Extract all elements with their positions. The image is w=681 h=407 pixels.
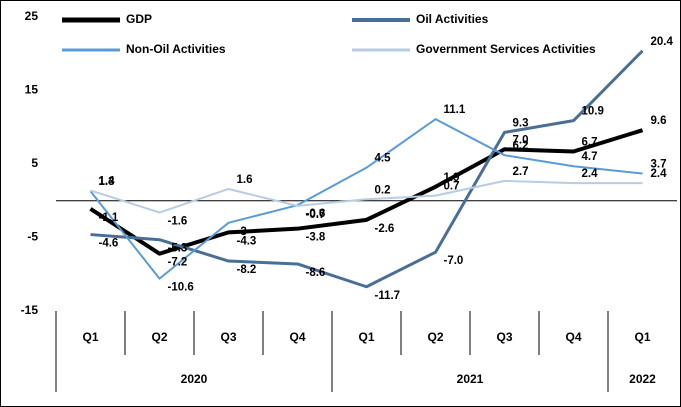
data-label: 2.7 [513, 166, 529, 178]
y-tick-label: -15 [21, 303, 39, 317]
y-tick-label: -5 [27, 230, 38, 244]
data-label: -11.7 [375, 290, 401, 302]
data-label: -3.8 [306, 232, 326, 244]
series-line [89, 118, 643, 280]
x-tick-label: Q1 [82, 330, 98, 344]
data-label: 6.7 [582, 137, 598, 149]
data-label: 3.7 [651, 159, 667, 171]
data-label: -5.3 [168, 243, 188, 255]
x-tick-label: Q1 [358, 330, 374, 344]
data-label: 20.4 [651, 36, 674, 48]
data-label: 9.6 [651, 115, 667, 127]
data-label: 9.3 [513, 117, 529, 129]
x-tick-label: Q3 [220, 330, 236, 344]
data-label: -10.6 [168, 282, 194, 294]
data-label: -2.6 [375, 223, 395, 235]
x-tick-label: Q2 [427, 330, 443, 344]
y-tick-label: 15 [25, 83, 39, 97]
data-label: 2.4 [651, 168, 668, 180]
group-label: 2020 [181, 372, 208, 386]
data-label: 6.2 [513, 140, 529, 152]
data-label: -4.6 [99, 238, 119, 250]
data-label: 4.7 [582, 151, 598, 163]
data-label: 10.9 [582, 106, 604, 118]
data-label: 2.4 [582, 168, 599, 180]
legend-label: Government Services Activities [416, 42, 596, 56]
series-line [89, 128, 644, 256]
data-label: 1.6 [237, 174, 253, 186]
series-line [90, 179, 643, 214]
series-line [90, 49, 644, 289]
legend-label: Oil Activities [416, 12, 489, 26]
group-label: 2021 [457, 372, 484, 386]
y-tick-label: 5 [31, 156, 38, 170]
legend-label: Non-Oil Activities [126, 42, 226, 56]
data-label: 0.2 [375, 184, 391, 196]
data-label: 4.5 [375, 153, 392, 165]
data-label: 7.0 [513, 134, 529, 146]
data-label: 1.9 [444, 172, 460, 184]
data-label: 0.7 [444, 181, 460, 193]
x-tick-label: Q4 [565, 330, 581, 344]
data-label: -0.7 [306, 209, 326, 221]
data-label: -1.6 [168, 216, 188, 228]
x-tick-label: Q3 [496, 330, 512, 344]
data-label: -1.1 [99, 212, 119, 224]
legend-label: GDP [126, 12, 152, 26]
y-tick-label: 25 [25, 9, 39, 23]
data-label: -7.0 [444, 255, 464, 267]
data-label: -7.2 [168, 257, 188, 269]
data-label: -8.2 [237, 264, 257, 276]
data-label: -4.3 [237, 235, 257, 247]
x-tick-label: Q4 [289, 330, 305, 344]
data-label: -8.6 [306, 267, 326, 279]
x-tick-label: Q1 [634, 330, 650, 344]
data-label: 11.1 [444, 104, 466, 116]
x-tick-label: Q2 [151, 330, 167, 344]
data-label: 1.4 [99, 175, 116, 187]
data-label: -0.6 [306, 208, 326, 220]
group-label: 2022 [629, 372, 656, 386]
data-label: -3 [237, 226, 247, 238]
data-label: 1.3 [99, 176, 115, 188]
